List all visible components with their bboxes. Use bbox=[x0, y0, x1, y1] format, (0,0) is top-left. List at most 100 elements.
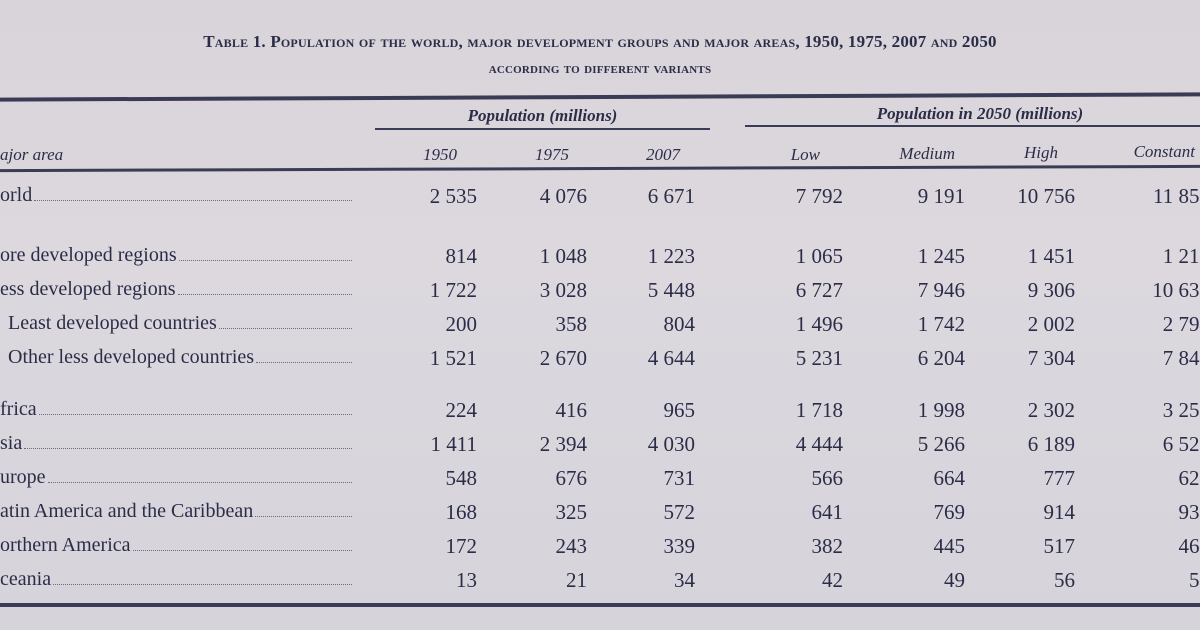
table-cell: 6 727 bbox=[795, 278, 843, 302]
table-cell: 21 bbox=[566, 568, 587, 592]
table-cell: 2 535 bbox=[429, 184, 477, 208]
table-cell: 460 bbox=[1178, 534, 1200, 558]
table-cell: 1 998 bbox=[917, 398, 965, 422]
table-cell: 7 304 bbox=[1027, 346, 1075, 370]
table-cell: 5 266 bbox=[917, 432, 965, 456]
table-cell: 224 bbox=[445, 398, 478, 422]
column-header-medium: Medium bbox=[899, 144, 955, 163]
table-cell: 2 670 bbox=[539, 346, 587, 370]
table-cell: 325 bbox=[555, 500, 588, 524]
row-label-text: frica bbox=[0, 398, 37, 420]
table-cell: 339 bbox=[663, 534, 696, 558]
row-label: ess developed regions bbox=[0, 278, 352, 301]
dot-leader bbox=[34, 184, 352, 201]
dot-leader bbox=[38, 398, 352, 415]
table-cell: 2 002 bbox=[1027, 312, 1075, 336]
column-header-high: High bbox=[1024, 143, 1058, 162]
table-cell: 1 048 bbox=[539, 244, 587, 268]
table-cell: 641 bbox=[811, 500, 844, 524]
column-header-1950: 1950 bbox=[423, 145, 457, 164]
row-label: Other less developed countries bbox=[0, 346, 352, 369]
table-cell: 1 065 bbox=[795, 244, 843, 268]
column-header-1975: 1975 bbox=[535, 145, 569, 164]
table-cell: 517 bbox=[1043, 534, 1076, 558]
table-cell: 965 bbox=[663, 398, 696, 422]
bottom-rule bbox=[0, 603, 1200, 607]
table-cell: 10 639 bbox=[1152, 278, 1200, 302]
table-subtitle: according to different variants bbox=[488, 60, 712, 77]
row-label-text: ore developed regions bbox=[0, 244, 177, 266]
row-label-text: orthern America bbox=[0, 534, 131, 556]
table-cell: 1 742 bbox=[917, 312, 965, 336]
table-cell: 2 394 bbox=[539, 432, 587, 456]
dot-leader bbox=[132, 534, 352, 551]
row-label-text: Other less developed countries bbox=[8, 346, 255, 368]
table-title: Table 1. Population of the world, major … bbox=[203, 32, 997, 51]
row-label-text: orld bbox=[0, 184, 33, 206]
table-cell: 42 bbox=[822, 568, 843, 592]
table-cell: 804 bbox=[663, 312, 696, 336]
group-rule-past bbox=[375, 128, 710, 130]
dot-leader bbox=[47, 466, 352, 483]
row-label: atin America and the Caribbean bbox=[0, 500, 352, 523]
table-cell: 200 bbox=[445, 312, 478, 336]
table-cell: 168 bbox=[445, 500, 478, 524]
table-cell: 34 bbox=[674, 568, 695, 592]
row-label: ore developed regions bbox=[0, 244, 352, 267]
table-cell: 6 525 bbox=[1162, 432, 1200, 456]
row-label-text: ceania bbox=[0, 568, 52, 590]
row-label: Least developed countries bbox=[0, 312, 352, 335]
table-cell: 11 858 bbox=[1153, 184, 1200, 208]
table-cell: 49 bbox=[944, 568, 965, 592]
table-cell: 5 231 bbox=[795, 346, 843, 370]
table-cell: 6 671 bbox=[647, 184, 695, 208]
table-cell: 572 bbox=[663, 500, 696, 524]
table-cell: 2 302 bbox=[1027, 398, 1075, 422]
table-cell: 7 946 bbox=[917, 278, 965, 302]
table-cell: 1 496 bbox=[795, 312, 843, 336]
table-cell: 1 245 bbox=[917, 244, 965, 268]
table-cell: 1 223 bbox=[647, 244, 695, 268]
table-cell: 4 030 bbox=[647, 432, 695, 456]
column-header-area: ajor area bbox=[0, 145, 64, 164]
dot-leader bbox=[256, 346, 352, 363]
table-cell: 358 bbox=[555, 312, 588, 336]
row-label-text: sia bbox=[0, 432, 23, 454]
table-cell: 939 bbox=[1178, 500, 1200, 524]
table-cell: 626 bbox=[1178, 466, 1200, 490]
table-cell: 382 bbox=[811, 534, 844, 558]
table-cell: 243 bbox=[555, 534, 588, 558]
row-label-text: urope bbox=[0, 466, 46, 488]
table-cell: 664 bbox=[933, 466, 966, 490]
table-cell: 172 bbox=[445, 534, 478, 558]
dot-leader bbox=[53, 568, 352, 585]
table-cell: 4 444 bbox=[795, 432, 843, 456]
table-cell: 6 189 bbox=[1027, 432, 1075, 456]
table-cell: 9 191 bbox=[917, 184, 965, 208]
table-cell: 4 076 bbox=[539, 184, 587, 208]
table-cell: 566 bbox=[811, 466, 844, 490]
table-cell: 57 bbox=[1189, 568, 1200, 592]
row-label-text: Least developed countries bbox=[8, 312, 217, 334]
table-cell: 445 bbox=[933, 534, 966, 558]
dot-leader bbox=[255, 500, 352, 517]
table-cell: 13 bbox=[456, 568, 477, 592]
table-cell: 4 644 bbox=[647, 346, 695, 370]
table-cell: 2 794 bbox=[1162, 312, 1200, 336]
table-cell: 1 722 bbox=[429, 278, 477, 302]
column-header-low: Low bbox=[790, 145, 820, 164]
dot-leader bbox=[24, 432, 352, 449]
dot-leader bbox=[218, 312, 352, 329]
table-cell: 3 028 bbox=[539, 278, 587, 302]
table-cell: 3 251 bbox=[1162, 398, 1200, 422]
table-cell: 56 bbox=[1054, 568, 1075, 592]
table-cell: 9 306 bbox=[1027, 278, 1075, 302]
group-header-future: Population in 2050 (millions) bbox=[876, 104, 1084, 123]
table-cell: 7 792 bbox=[795, 184, 843, 208]
table-cell: 5 448 bbox=[647, 278, 695, 302]
table-cell: 676 bbox=[555, 466, 588, 490]
table-cell: 7 845 bbox=[1162, 346, 1200, 370]
table-cell: 814 bbox=[445, 244, 478, 268]
row-label-text: ess developed regions bbox=[0, 278, 176, 300]
